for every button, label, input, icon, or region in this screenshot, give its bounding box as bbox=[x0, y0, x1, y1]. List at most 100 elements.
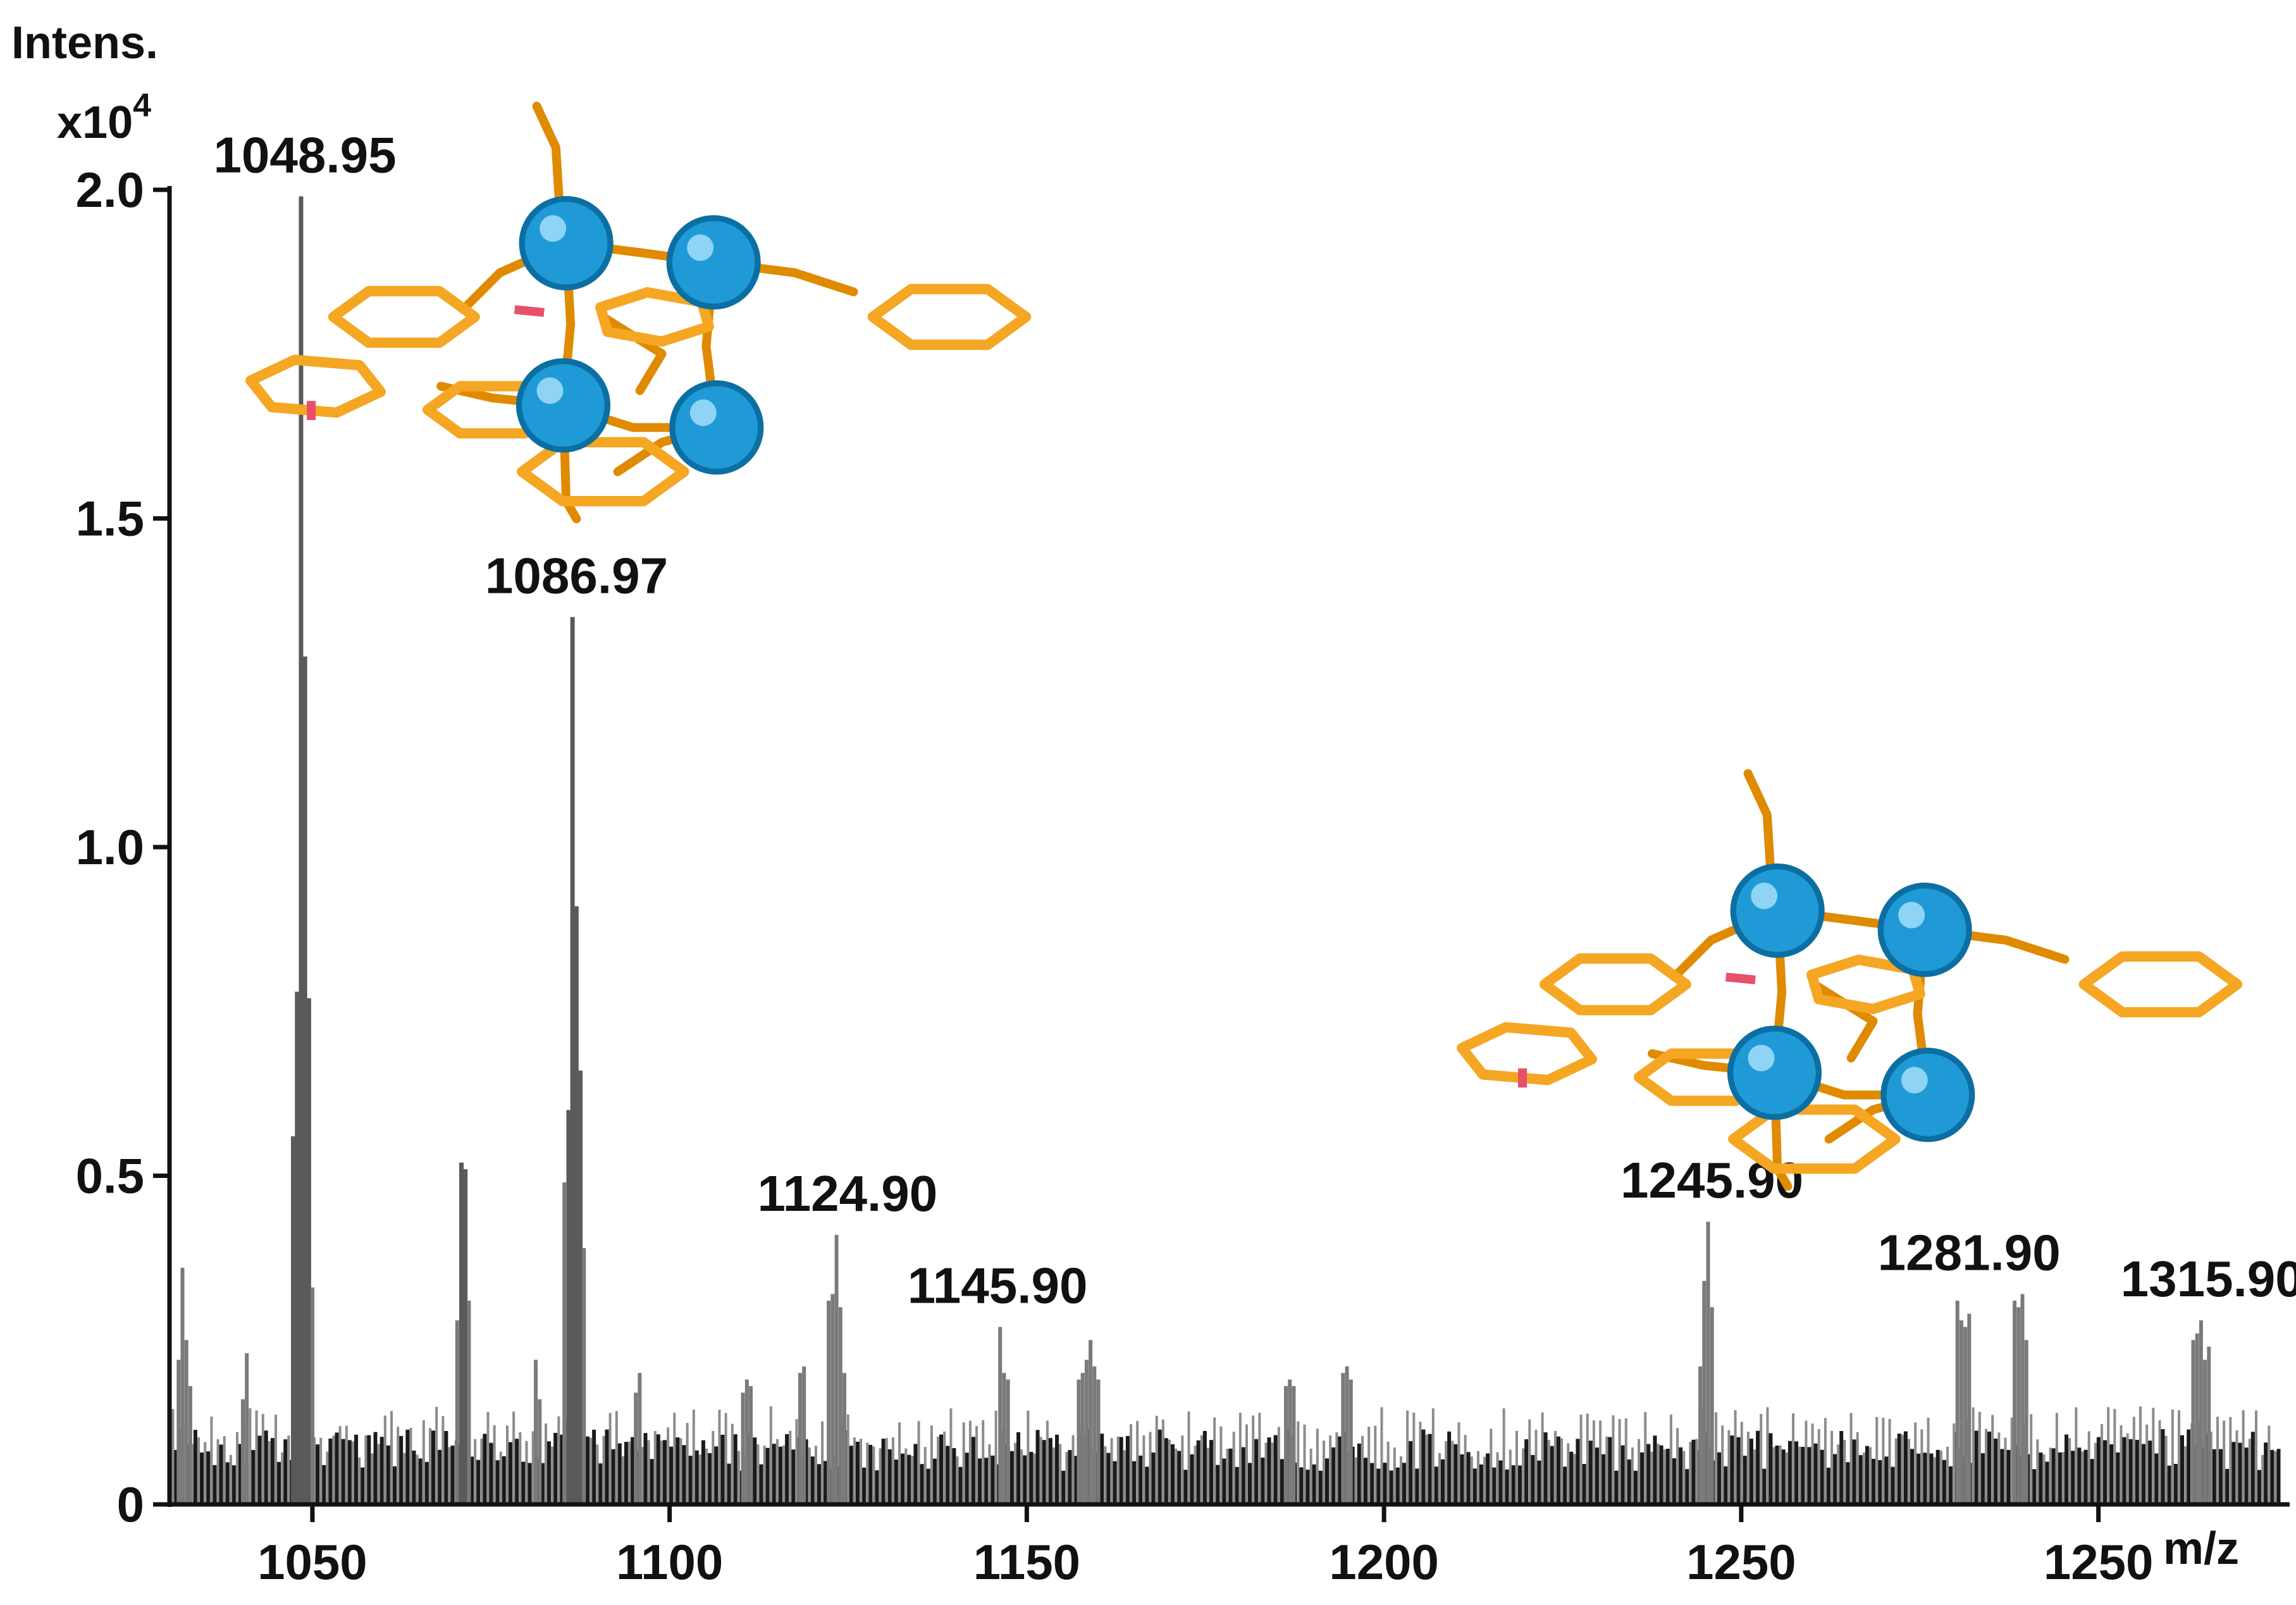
noise-bar bbox=[904, 1448, 908, 1504]
y-axis-title: Intens. bbox=[11, 18, 158, 68]
baseline-bar bbox=[444, 1430, 448, 1504]
baseline-bar bbox=[984, 1458, 989, 1504]
noise-bar bbox=[2274, 1451, 2277, 1504]
x-tick-label: 1200 bbox=[1329, 1534, 1439, 1590]
noise-bar bbox=[917, 1421, 920, 1504]
noise-bar bbox=[846, 1414, 849, 1504]
baseline-bar bbox=[1171, 1444, 1175, 1504]
baseline-bar bbox=[393, 1466, 397, 1504]
noise-bar bbox=[493, 1425, 496, 1504]
noise-bar bbox=[795, 1419, 798, 1504]
peak-bar bbox=[574, 906, 579, 1504]
x-tick-label: 1150 bbox=[973, 1534, 1080, 1590]
noise-bar bbox=[2209, 1432, 2213, 1504]
baseline-bar bbox=[367, 1435, 371, 1504]
baseline-bar bbox=[669, 1446, 674, 1504]
peak-bar bbox=[1080, 1373, 1085, 1504]
noise-bar bbox=[409, 1427, 412, 1504]
noise-bar bbox=[1914, 1422, 1917, 1504]
noise-bar bbox=[2235, 1430, 2238, 1504]
noise-bar bbox=[975, 1426, 978, 1504]
peak-bar bbox=[1077, 1379, 1081, 1504]
peak-bar bbox=[838, 1307, 842, 1504]
baseline-bar bbox=[1492, 1467, 1497, 1504]
noise-bar bbox=[383, 1415, 386, 1504]
baseline-bar bbox=[1717, 1452, 1722, 1504]
noise-bar bbox=[596, 1444, 599, 1504]
baseline-bar bbox=[1910, 1449, 1915, 1504]
x-tick-label: 1250 bbox=[1686, 1534, 1796, 1590]
baseline-bar bbox=[1768, 1433, 1773, 1504]
noise-bar bbox=[2036, 1439, 2039, 1504]
baseline-bar bbox=[753, 1437, 757, 1504]
noise-bar bbox=[769, 1406, 772, 1504]
peak-bar bbox=[291, 1136, 296, 1504]
noise-bar bbox=[724, 1413, 727, 1504]
baseline-bar bbox=[2180, 1435, 2185, 1504]
aromatic-ring bbox=[517, 437, 689, 507]
noise-bar bbox=[204, 1442, 207, 1504]
noise-bar bbox=[1933, 1457, 1936, 1504]
noise-bar bbox=[1740, 1422, 1743, 1504]
baseline-bar bbox=[553, 1432, 558, 1504]
noise-bar bbox=[1624, 1418, 1627, 1504]
noise-bar bbox=[1412, 1413, 1416, 1504]
noise-bar bbox=[731, 1423, 734, 1504]
noise-bar bbox=[698, 1454, 701, 1504]
noise-bar bbox=[866, 1442, 869, 1504]
peak-bar bbox=[1284, 1385, 1288, 1504]
noise-bar bbox=[608, 1413, 612, 1504]
baseline-bar bbox=[1595, 1447, 1599, 1504]
baseline-bar bbox=[1324, 1458, 1329, 1504]
baseline-bar bbox=[881, 1439, 886, 1504]
aromatic-ring bbox=[867, 283, 1032, 350]
noise-bar bbox=[197, 1437, 201, 1504]
baseline-bar bbox=[1498, 1460, 1503, 1504]
noise-bar bbox=[1065, 1452, 1068, 1504]
baseline-bar bbox=[662, 1440, 667, 1504]
baseline-bar bbox=[1820, 1449, 1824, 1504]
noise-bar bbox=[1476, 1451, 1479, 1504]
noise-bar bbox=[1483, 1456, 1486, 1504]
baseline-bar bbox=[1440, 1459, 1445, 1504]
baseline-bar bbox=[1756, 1430, 1760, 1504]
noise-bar bbox=[480, 1438, 483, 1504]
baseline-bar bbox=[862, 1467, 867, 1504]
baseline-bar bbox=[193, 1430, 197, 1504]
baseline-bar bbox=[1312, 1464, 1316, 1504]
noise-bar bbox=[1695, 1439, 1698, 1504]
peak-bar bbox=[184, 1340, 188, 1504]
baseline-bar bbox=[617, 1443, 622, 1504]
baseline-bar bbox=[1929, 1453, 1934, 1504]
noise-bar bbox=[422, 1420, 425, 1504]
noise-bar bbox=[968, 1420, 972, 1504]
metal-atom-highlight bbox=[689, 399, 717, 426]
peak-bar bbox=[1702, 1280, 1707, 1504]
noise-bar bbox=[1027, 1410, 1030, 1504]
baseline-bar bbox=[1858, 1455, 1863, 1504]
noise-bar bbox=[1393, 1447, 1396, 1504]
baseline-bar bbox=[1273, 1435, 1278, 1504]
baseline-bar bbox=[1434, 1466, 1438, 1504]
baseline-bar bbox=[958, 1466, 963, 1504]
baseline-bar bbox=[2161, 1429, 2165, 1504]
baseline-bar bbox=[946, 1446, 950, 1504]
bond bbox=[598, 312, 667, 395]
noise-bar bbox=[1760, 1413, 1763, 1504]
baseline-bar bbox=[785, 1434, 789, 1504]
baseline-bar bbox=[1878, 1459, 1882, 1504]
baseline-bar bbox=[1511, 1465, 1515, 1504]
peak-bar bbox=[1345, 1366, 1349, 1504]
noise-bar bbox=[1175, 1448, 1178, 1504]
baseline-bar bbox=[2187, 1429, 2191, 1504]
baseline-bar bbox=[1505, 1469, 1509, 1504]
peak-bar bbox=[2013, 1300, 2017, 1504]
baseline-bar bbox=[1736, 1437, 1741, 1504]
noise-bar bbox=[1805, 1420, 1808, 1504]
baseline-bar bbox=[1949, 1466, 1953, 1504]
baseline-bar bbox=[624, 1442, 628, 1504]
baseline-bar bbox=[1602, 1454, 1606, 1504]
noise-bar bbox=[2075, 1407, 2078, 1504]
noise-bar bbox=[1361, 1435, 1364, 1504]
baseline-bar bbox=[804, 1439, 808, 1504]
